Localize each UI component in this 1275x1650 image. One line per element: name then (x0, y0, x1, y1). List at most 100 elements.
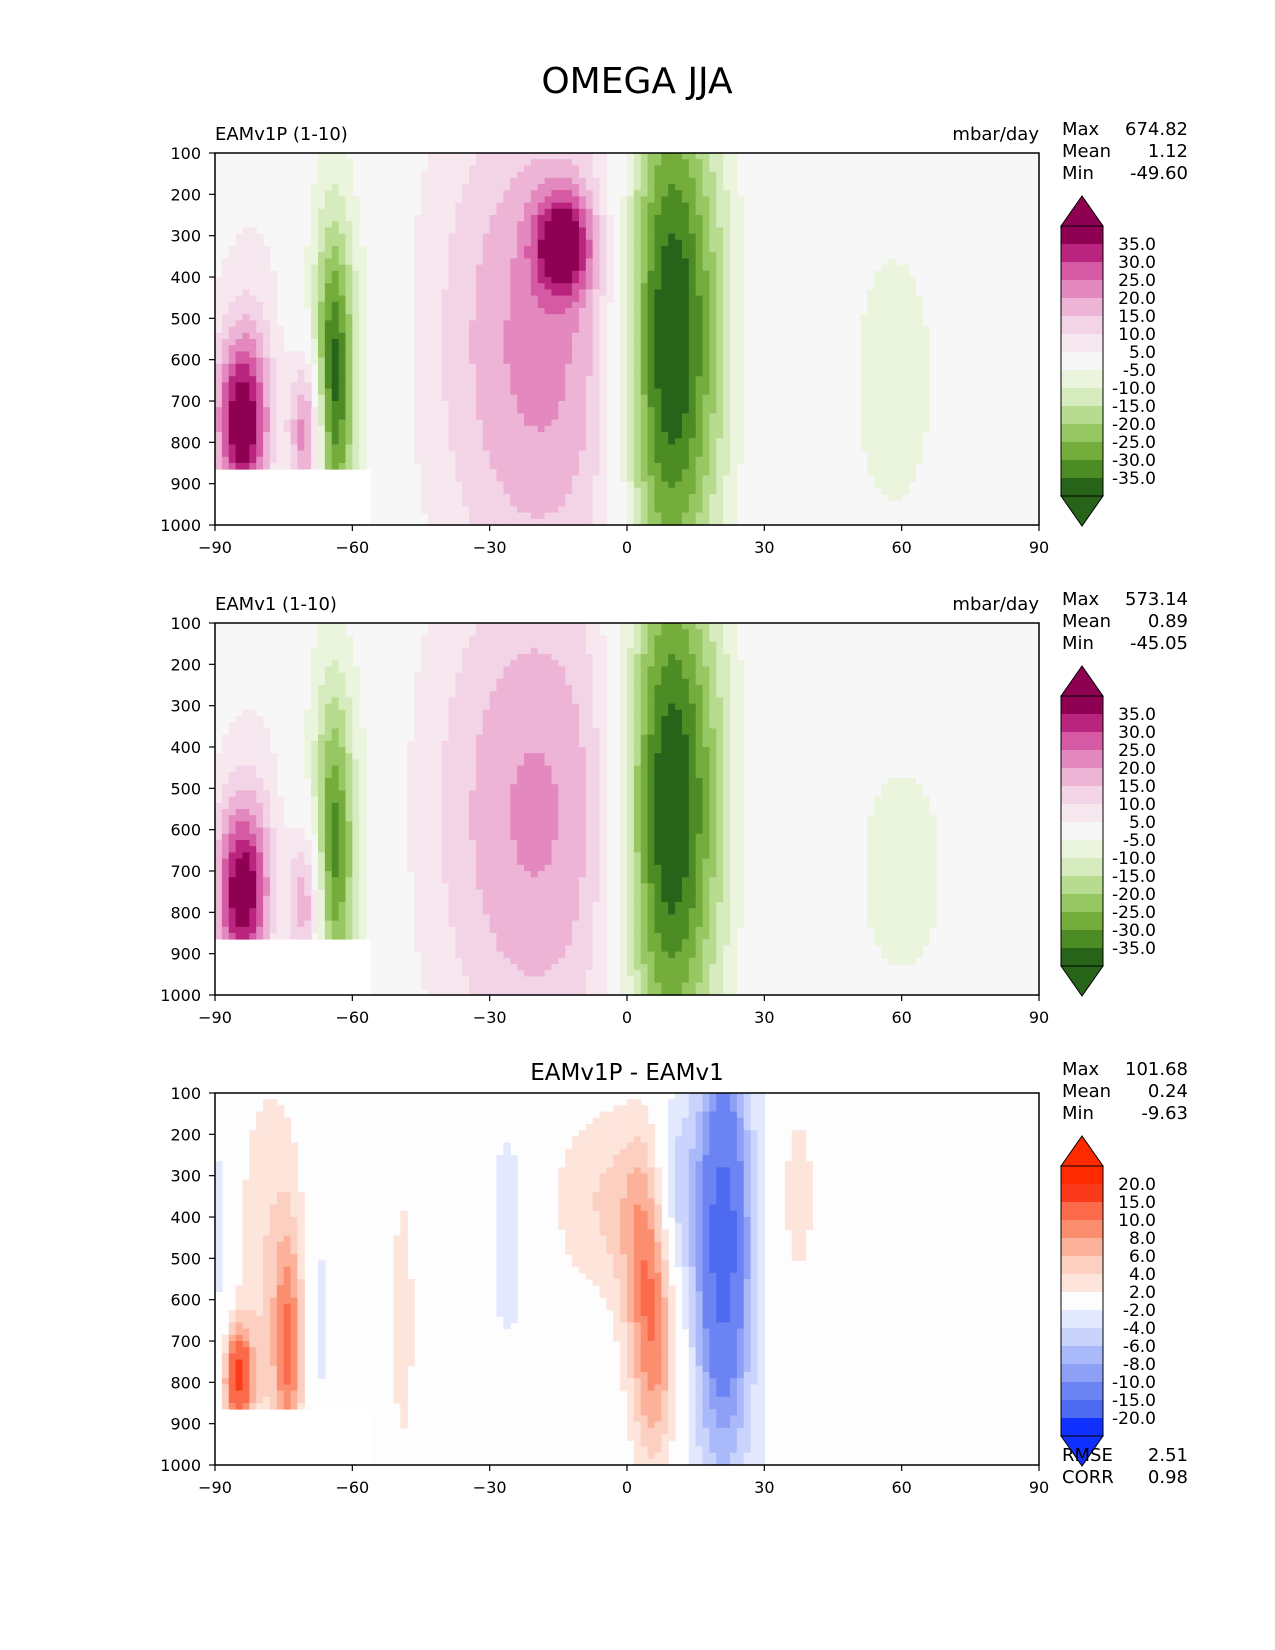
contour-cell (441, 227, 450, 235)
contour-cell (661, 494, 669, 501)
contour-cell (421, 339, 429, 346)
contour-cell (661, 388, 669, 396)
contour-cell (887, 382, 896, 390)
contour-cell (324, 277, 333, 284)
contour-cell (640, 512, 649, 520)
contour-cell (867, 295, 875, 303)
contour-cell (524, 722, 532, 729)
contour-cell (421, 487, 429, 495)
contour-cell (242, 463, 250, 470)
contour-cell (482, 506, 491, 514)
contour-cell (469, 413, 477, 421)
contour-cell (352, 709, 360, 717)
contour-cell (324, 463, 333, 470)
contour-cell (338, 647, 347, 655)
contour-cell (668, 506, 676, 514)
contour-cell (414, 401, 422, 408)
contour-cell (318, 190, 326, 197)
contour-cell (627, 438, 635, 445)
contour-cell (675, 506, 683, 514)
contour-cell (860, 370, 868, 377)
contour-cell (414, 425, 422, 433)
contour-cell (517, 709, 525, 717)
contour-cell (482, 320, 491, 328)
contour-cell (688, 221, 697, 228)
contour-cell (318, 647, 326, 655)
contour-cell (311, 221, 319, 228)
contour-cell (640, 394, 649, 402)
contour-cell (256, 419, 264, 427)
contour-cell (627, 487, 635, 495)
contour-cell (592, 246, 601, 253)
colorbar-bottom-extend (1060, 495, 1104, 527)
contour-cell (647, 635, 656, 643)
contour-cell (681, 351, 690, 359)
contour-cell (709, 475, 717, 483)
contour-cell (427, 246, 436, 253)
contour-cell (661, 635, 669, 643)
contour-cell (482, 691, 491, 698)
contour-cell (716, 388, 724, 396)
contour-cell (434, 184, 443, 191)
contour-cell (524, 506, 532, 514)
contour-cell (503, 456, 511, 464)
contour-cell (681, 320, 690, 328)
contour-cell (524, 308, 532, 315)
contour-cell (620, 376, 628, 383)
contour-cell (324, 153, 333, 160)
contour-cell (894, 494, 903, 501)
contour-cell (551, 432, 559, 439)
contour-cell (510, 438, 518, 445)
contour-cell (668, 666, 676, 674)
contour-cell (338, 301, 347, 309)
contour-cell (318, 177, 326, 185)
contour-cell (469, 419, 477, 427)
contour-cell (462, 487, 470, 495)
contour-cell (441, 270, 450, 278)
contour-cell (702, 357, 710, 365)
contour-cell (503, 252, 511, 259)
contour-cell (599, 722, 607, 729)
contour-cell (475, 357, 484, 365)
contour-cell (723, 475, 731, 483)
contour-cell (565, 165, 573, 173)
contour-cell (441, 697, 450, 705)
contour-cell (269, 456, 278, 464)
contour-cell (723, 246, 731, 253)
contour-cell (668, 376, 676, 383)
contour-cell (544, 177, 553, 185)
contour-cell (345, 401, 353, 408)
contour-cell (510, 190, 518, 197)
contour-cell (235, 388, 244, 396)
contour-cell (647, 419, 656, 427)
contour-cell (517, 283, 525, 290)
contour-cell (448, 283, 456, 290)
contour-cell (702, 264, 710, 272)
contour-cell (290, 351, 298, 359)
contour-cell (434, 716, 443, 723)
contour-cell (462, 500, 470, 507)
contour-cell (537, 252, 546, 259)
contour-cell (585, 481, 594, 489)
contour-cell (331, 425, 340, 433)
contour-cell (585, 703, 594, 711)
contour-cell (530, 239, 539, 247)
contour-cell (874, 295, 882, 303)
contour-cell (263, 351, 271, 359)
contour-cell (578, 512, 587, 520)
contour-cell (695, 518, 704, 526)
contour-cell (558, 635, 566, 643)
contour-cell (640, 165, 649, 173)
contour-cell (551, 227, 559, 235)
contour-cell (860, 394, 868, 402)
contour-cell (496, 202, 504, 210)
contour-cell (585, 629, 594, 636)
contour-cell (318, 370, 326, 377)
contour-cell (263, 432, 271, 439)
contour-cell (675, 425, 683, 433)
contour-cell (311, 184, 319, 191)
contour-cell (235, 382, 244, 390)
contour-cell (235, 339, 244, 346)
contour-cell (537, 332, 546, 340)
contour-cell (688, 494, 697, 501)
